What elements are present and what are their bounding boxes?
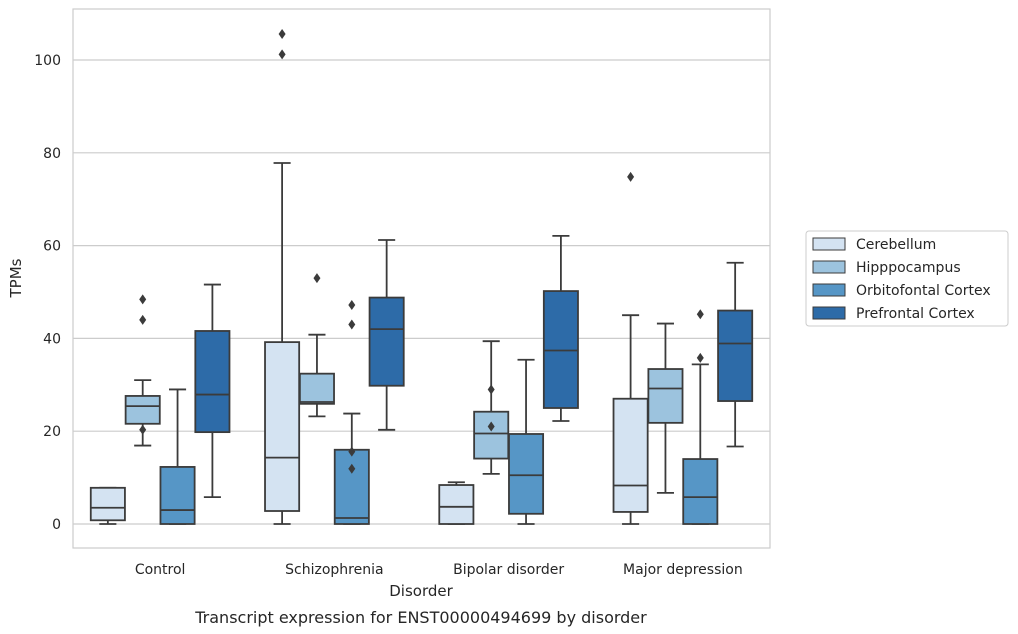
outlier-point xyxy=(139,314,147,325)
box-iqr xyxy=(612,397,649,513)
outlier-point xyxy=(696,309,704,320)
y-tick-label: 60 xyxy=(43,239,61,255)
x-tick-labels: Control Schizophrenia Bipolar disorder Majo… xyxy=(135,562,743,578)
x-tick-label: Major depression xyxy=(623,562,743,578)
box-iqr xyxy=(647,368,684,424)
outlier-point xyxy=(278,49,286,60)
y-tick-labels: 0 20 40 60 80 100 xyxy=(34,53,61,533)
box-iqr xyxy=(473,410,510,460)
box-group xyxy=(194,283,231,498)
box-group xyxy=(612,171,649,525)
outlier-point xyxy=(348,319,356,330)
box-iqr xyxy=(508,433,545,515)
y-tick-label: 20 xyxy=(43,424,61,440)
outlier-point xyxy=(348,463,356,474)
box-group xyxy=(438,481,475,525)
outlier-point xyxy=(696,352,704,363)
x-tick-label: Schizophrenia xyxy=(285,562,383,578)
box-iqr xyxy=(438,484,475,525)
box-group xyxy=(682,309,719,525)
outlier-point xyxy=(139,294,147,305)
box-group xyxy=(159,388,196,525)
outlier-point xyxy=(313,273,321,284)
x-tick-label: Bipolar disorder xyxy=(453,562,564,578)
box-iqr xyxy=(717,309,754,402)
box-group xyxy=(473,340,510,475)
legend-frame xyxy=(805,230,1009,327)
legend: Cerebellum Hipppocampus Orbitofontal Corte… xyxy=(805,230,1009,327)
box-iqr xyxy=(89,486,126,522)
box-group xyxy=(542,234,579,422)
outlier-point xyxy=(487,421,495,432)
legend-swatch xyxy=(812,237,846,251)
box-iqr xyxy=(124,395,161,425)
box-group xyxy=(717,261,754,448)
legend-swatch xyxy=(812,260,846,274)
chart-caption: Transcript expression for ENST0000049469… xyxy=(194,608,647,627)
legend-label: Hipppocampus xyxy=(856,260,961,276)
box-group xyxy=(647,322,684,494)
box-iqr xyxy=(194,330,231,434)
y-axis-title: TPMs xyxy=(7,258,25,298)
box-group xyxy=(333,299,370,525)
legend-label: Cerebellum xyxy=(856,237,936,253)
boxes xyxy=(89,29,754,525)
box-iqr xyxy=(159,466,196,525)
box-group xyxy=(298,273,335,418)
gridlines xyxy=(73,59,770,525)
y-tick-label: 100 xyxy=(34,53,61,69)
outlier-point xyxy=(278,29,286,40)
legend-swatch xyxy=(812,283,846,297)
x-axis-title: Disorder xyxy=(389,582,453,600)
box-iqr xyxy=(368,296,405,387)
outlier-point xyxy=(348,299,356,310)
box-iqr xyxy=(264,341,301,512)
box-group xyxy=(89,486,126,525)
box-iqr xyxy=(542,290,579,409)
box-group xyxy=(124,294,161,447)
y-tick-label: 80 xyxy=(43,146,61,162)
outlier-point xyxy=(348,446,356,457)
legend-label: Prefrontal Cortex xyxy=(856,306,975,322)
box-group xyxy=(264,29,301,525)
y-tick-label: 0 xyxy=(52,517,61,533)
outlier-point xyxy=(487,384,495,395)
box-iqr xyxy=(333,448,370,525)
box-group xyxy=(508,358,545,525)
outlier-point xyxy=(627,171,635,182)
outlier-point xyxy=(139,424,147,435)
legend-swatch xyxy=(812,306,846,320)
y-tick-label: 40 xyxy=(43,331,61,347)
box-iqr xyxy=(298,372,335,405)
legend-label: Orbitofontal Cortex xyxy=(856,283,991,299)
x-tick-label: Control xyxy=(135,562,186,578)
plot-frame xyxy=(72,8,771,549)
box-group xyxy=(368,239,405,431)
box-iqr xyxy=(682,458,719,525)
